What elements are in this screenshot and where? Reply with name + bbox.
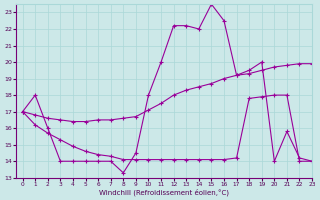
X-axis label: Windchill (Refroidissement éolien,°C): Windchill (Refroidissement éolien,°C) <box>99 188 229 196</box>
